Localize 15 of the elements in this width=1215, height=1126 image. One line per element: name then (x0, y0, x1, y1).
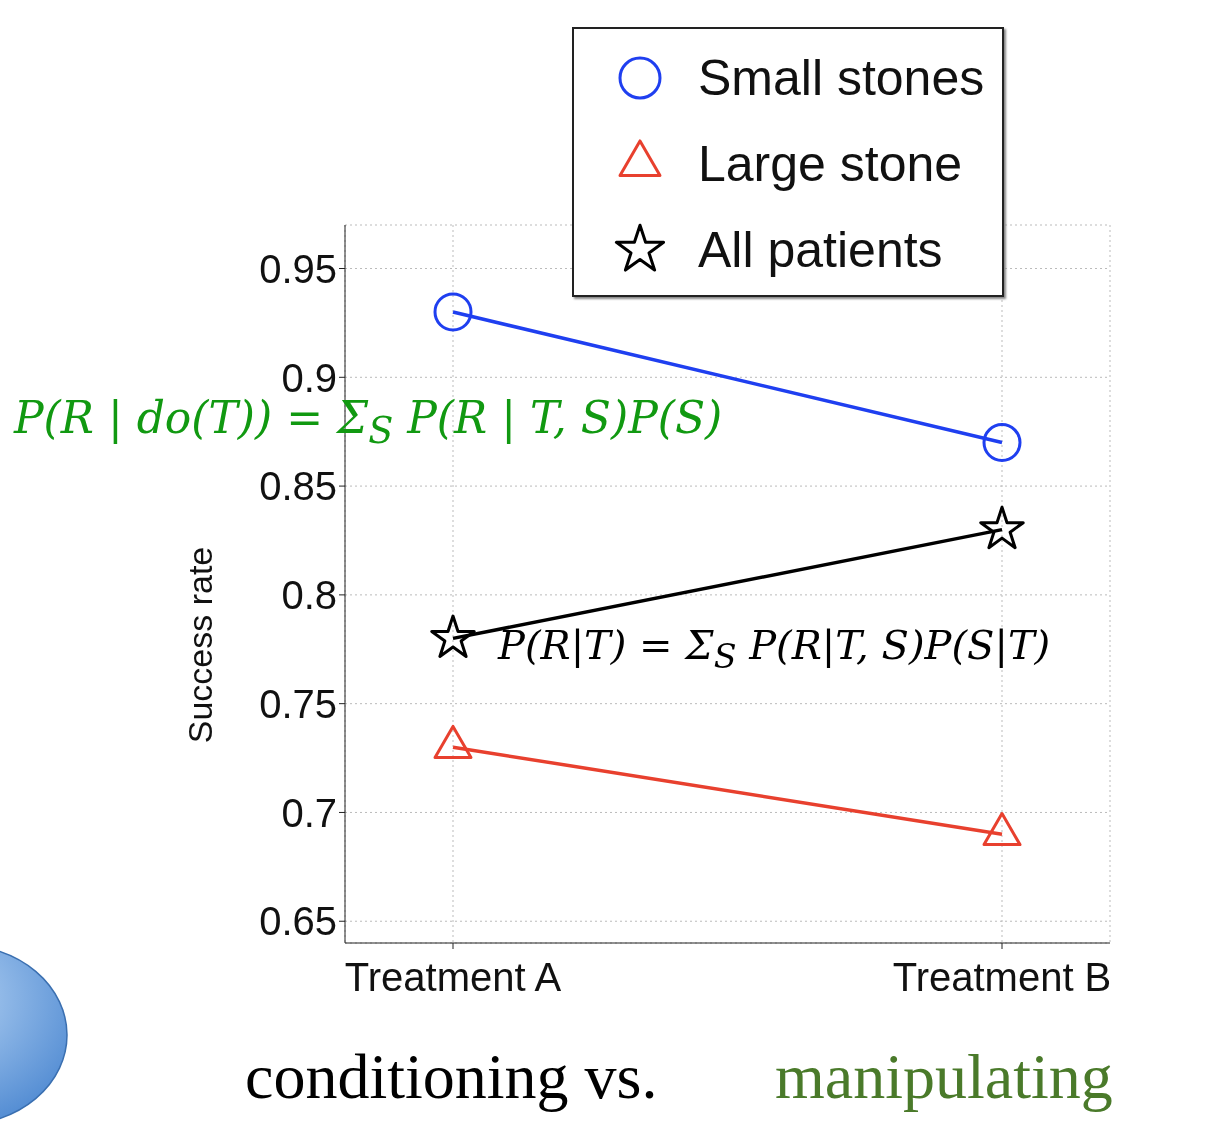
y-tick-label: 0.85 (259, 464, 337, 509)
text: manipulating (775, 1040, 1113, 1114)
y-tick-label: 0.65 (259, 899, 337, 944)
annotation: P(R|T) = Σ$_{S}$ P(R|T, S)P(S|T) (498, 622, 1051, 676)
x-tick-label: Treatment A (344, 955, 562, 1000)
y-axis-title: Success rate (181, 546, 219, 744)
legend-label: All patients (698, 221, 943, 279)
x-tick-label: Treatment B (892, 955, 1112, 1000)
y-tick-label: 0.75 (259, 681, 337, 726)
y-tick-label: 0.95 (259, 246, 337, 291)
y-tick-label: 0.7 (281, 790, 337, 835)
text: conditioning vs. (245, 1040, 658, 1114)
legend-label: Small stones (698, 49, 985, 107)
legend-label: Large stone (698, 135, 963, 193)
y-tick-label: 0.8 (281, 573, 337, 618)
